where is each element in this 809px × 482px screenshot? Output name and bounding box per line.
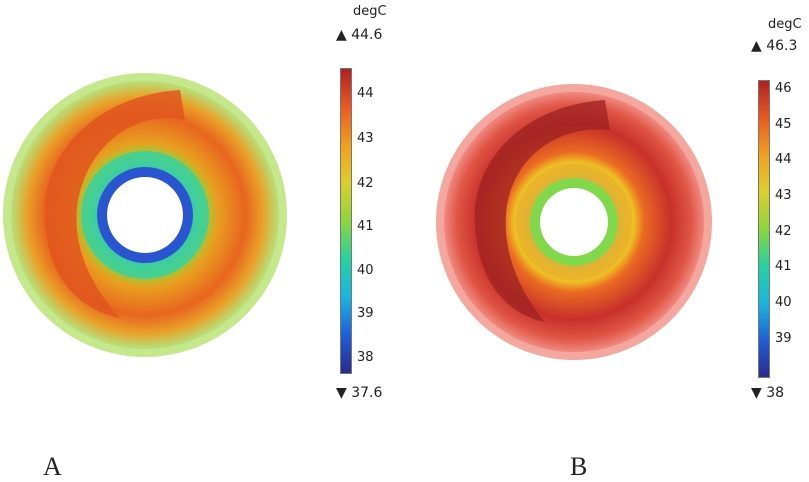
temperature-map-a	[3, 73, 287, 357]
tick-label: 38	[357, 350, 374, 365]
panel-label-a: A	[43, 452, 62, 481]
tick-label: 43	[775, 188, 792, 203]
colorbar-a	[340, 68, 352, 374]
panel-a: degC ▲ 44.6 44 43 42 41 40 39 38 ▼ 37.6 …	[0, 0, 400, 481]
unit-label-a: degC	[353, 4, 387, 19]
tick-label: 43	[357, 131, 374, 146]
min-value-b: ▼ 38	[751, 385, 785, 401]
tick-label: 44	[775, 152, 792, 167]
max-value-a: ▲ 44.6	[336, 27, 383, 43]
max-value-b: ▲ 46.3	[751, 38, 798, 54]
tick-label: 41	[775, 259, 792, 274]
tick-label: 40	[357, 263, 374, 278]
unit-label-b: degC	[768, 17, 802, 32]
bore-a	[107, 177, 183, 253]
bore-b	[540, 188, 608, 256]
temperature-map-b	[436, 84, 712, 360]
tick-label: 41	[357, 219, 374, 234]
panel-label-b: B	[570, 452, 588, 481]
hot-swirl-b	[474, 100, 610, 322]
panel-b: degC ▲ 46.3 46 45 44 43 42 41 40 39 ▼ 38…	[405, 0, 809, 481]
tick-label: 42	[357, 176, 374, 191]
tick-label: 44	[357, 86, 374, 101]
tick-label: 42	[775, 224, 792, 239]
tick-label: 39	[357, 306, 374, 321]
tick-label: 39	[775, 331, 792, 346]
min-value-a: ▼ 37.6	[336, 385, 383, 401]
tick-label: 45	[775, 117, 792, 132]
tick-label: 46	[775, 81, 792, 96]
tick-label: 40	[775, 295, 792, 310]
hot-swirl-a	[44, 90, 185, 318]
colorbar-b	[758, 80, 770, 378]
